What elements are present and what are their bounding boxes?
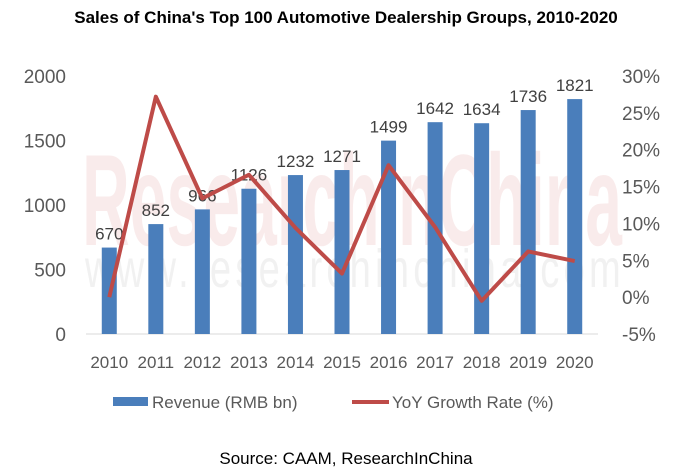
x-tick-label: 2010 [90,353,128,372]
revenue-bar-2016 [381,140,397,334]
revenue-data-label-2017: 1642 [416,99,454,118]
revenue-bar-2014 [287,175,303,334]
legend: Revenue (RMB bn) YoY Growth Rate (%) [113,393,554,412]
left-tick-label: 0 [55,325,66,346]
revenue-bar-2015 [334,170,350,334]
revenue-bar-2018 [474,123,490,335]
revenue-data-label-2020: 1821 [556,76,594,95]
source-note: Source: CAAM, ResearchInChina [219,449,473,468]
right-axis: -5% 0% 5% 10% 15% 20% 25% 30% [622,67,660,346]
revenue-bar-2019 [520,110,536,334]
left-tick-label: 1000 [24,196,66,217]
x-tick-label: 2011 [138,353,175,372]
x-tick-label: 2012 [183,353,221,372]
revenue-bar-2020 [567,99,583,334]
legend-revenue-swatch [113,397,148,406]
x-tick-label: 2015 [323,353,361,372]
x-tick-label: 2014 [277,353,315,372]
right-tick-label: 20% [622,141,660,162]
right-tick-label: 30% [622,67,660,88]
right-tick-label: 10% [622,214,660,235]
revenue-data-label-2011: 852 [142,201,170,220]
x-tick-label: 2013 [230,353,268,372]
x-tick-label: 2016 [370,353,408,372]
left-tick-label: 1500 [24,132,66,153]
growth-line-series [107,94,576,303]
x-axis: 2010 2011 2012 2013 2014 2015 2016 2017 2018 2019… [90,353,593,372]
revenue-bar-2011 [148,224,164,334]
legend-growth-label: YoY Growth Rate (%) [392,393,554,412]
right-tick-label: -5% [622,325,656,346]
revenue-data-label-2016: 1499 [370,118,408,137]
revenue-bars [101,99,583,335]
chart-title: Sales of China's Top 100 Automotive Deal… [74,8,618,27]
revenue-bar-2013 [241,188,257,334]
legend-revenue-label: Revenue (RMB bn) [152,393,298,412]
revenue-data-label-2018: 1634 [463,100,501,119]
x-tick-label: 2018 [463,353,501,372]
right-tick-label: 0% [622,288,650,309]
x-tick-label: 2017 [416,353,454,372]
x-tick-label: 2019 [509,353,547,372]
x-tick-label: 2020 [556,353,594,372]
right-tick-label: 25% [622,104,660,125]
revenue-data-label-2015: 1271 [323,147,361,166]
right-tick-label: 15% [622,178,660,199]
revenue-data-label-2019: 1736 [509,87,547,106]
left-tick-label: 500 [34,261,66,282]
left-tick-label: 2000 [24,67,66,88]
right-tick-label: 5% [622,251,650,272]
revenue-data-label-2010: 670 [95,225,123,244]
revenue-bar-2012 [194,209,210,334]
left-axis: 0 500 1000 1500 2000 [24,67,66,346]
revenue-data-label-2014: 1232 [277,152,315,171]
